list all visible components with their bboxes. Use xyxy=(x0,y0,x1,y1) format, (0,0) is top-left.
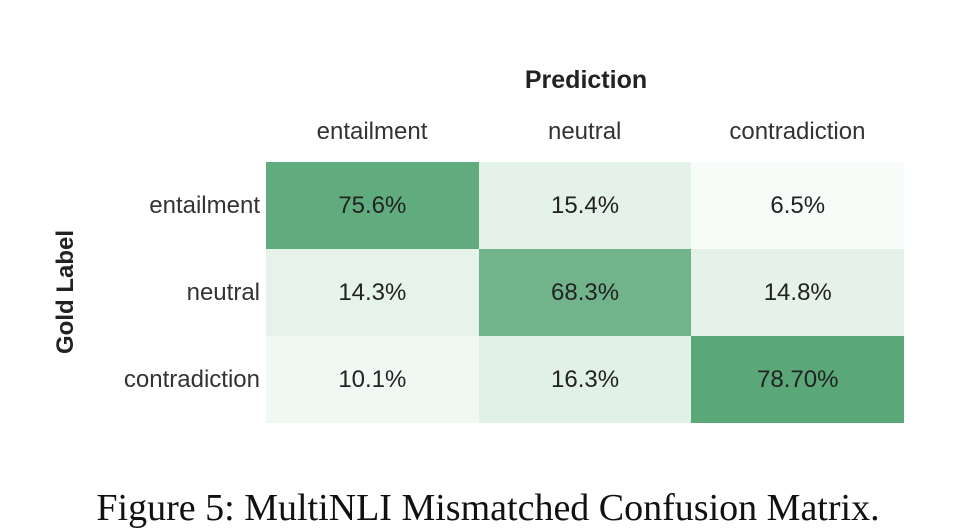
column-label-neutral: neutral xyxy=(547,118,622,145)
column-label-contradiction: contradiction xyxy=(729,118,866,145)
cell-value-label: 6.5% xyxy=(770,191,826,219)
heatmap-cell-entailment-neutral: 15.4% xyxy=(478,162,692,249)
cell-value-label: 16.3% xyxy=(551,365,620,393)
figure-caption: Figure 5: MultiNLI Mismatched Confusion … xyxy=(96,487,880,529)
cell-value-label: 15.4% xyxy=(551,191,620,219)
heatmap-cell-contradiction-entailment: 10.1% xyxy=(266,336,479,423)
cell-value-label: 78.70% xyxy=(757,365,839,393)
cell-value-label: 14.8% xyxy=(763,278,832,306)
heatmap-cell-contradiction-neutral: 16.3% xyxy=(478,336,692,423)
heatmap-cell-neutral-entailment: 14.3% xyxy=(266,249,479,336)
heatmap-cell-contradiction-contradiction: 78.70% xyxy=(691,336,905,423)
heatmap-cell-entailment-entailment: 75.6% xyxy=(266,162,479,249)
cell-value-label: 68.3% xyxy=(551,278,620,306)
heatmap-cell-neutral-contradiction: 14.8% xyxy=(691,249,905,336)
cell-value-label: 10.1% xyxy=(338,365,407,393)
column-label-entailment: entailment xyxy=(316,118,428,145)
cell-value-label: 14.3% xyxy=(338,278,407,306)
heatmap-cell-neutral-neutral: 68.3% xyxy=(478,249,692,336)
heatmap-cell-entailment-contradiction: 6.5% xyxy=(691,162,905,249)
cell-value-label: 75.6% xyxy=(338,191,407,219)
row-label-entailment: entailment xyxy=(149,191,260,219)
row-label-contradiction: contradiction xyxy=(123,365,260,393)
confusion-matrix: 75.6% 15.4% 6.5% 14.3% 68.3% 14.8% 10.1% 16.3% 7… xyxy=(266,162,905,423)
row-label-neutral: neutral xyxy=(186,278,260,306)
x-axis-title: Prediction xyxy=(524,66,648,94)
